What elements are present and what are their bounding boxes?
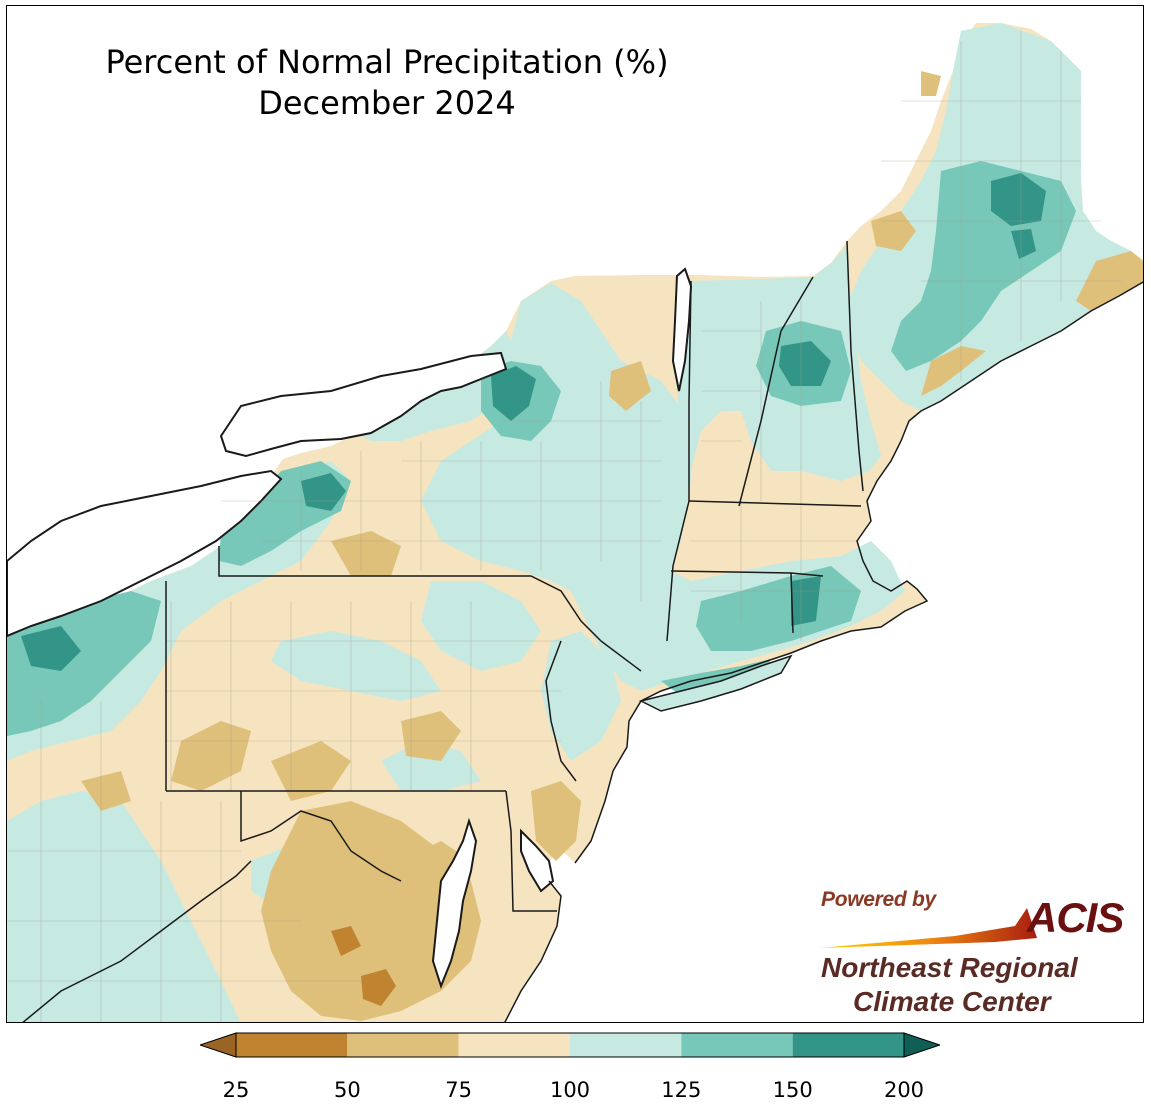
- ma-north-border: [688, 500, 862, 507]
- water-bodies: [7, 267, 693, 989]
- acis-swoosh-icon: [819, 908, 1037, 948]
- colorbar-tick-label: 75: [445, 1078, 473, 1102]
- colorbar-outline: [235, 1032, 905, 1058]
- colorbar-bin: [681, 1033, 793, 1057]
- colorbar-tick-label: 150: [772, 1078, 813, 1102]
- wet-areas-150-200: [21, 173, 1046, 671]
- wv-md-border: [240, 791, 402, 882]
- ny-ct-border: [666, 500, 690, 642]
- colorbar-tick-label: 125: [661, 1078, 702, 1102]
- precipitation-map: [7, 23, 1143, 1022]
- county-lines: [7, 31, 1121, 1022]
- nrcc-acis-logo: Powered by ACIS Northeast Regional Clima…: [815, 886, 1135, 1017]
- wv-va-border: [22, 860, 252, 1022]
- state-borders: [22, 240, 864, 1022]
- map-title: Percent of Normal Precipitation (%): [105, 43, 669, 81]
- nj-border: [545, 640, 642, 782]
- org-name-line1: Northeast Regional: [821, 952, 1078, 983]
- vt-nh-border: [738, 276, 814, 507]
- md-de-border: [505, 790, 557, 912]
- acis-text: ACIS: [1027, 894, 1124, 941]
- powered-by-text: Powered by: [821, 888, 936, 911]
- chesapeake-bay: [431, 817, 478, 989]
- colorbar-tick-label: 100: [549, 1078, 591, 1102]
- colorbar-tick-label: 50: [333, 1078, 361, 1102]
- coastline: [504, 281, 1143, 1022]
- colorbar-bin: [458, 1033, 570, 1057]
- ny-pa-border: [218, 546, 602, 642]
- colorbar-bin: [347, 1033, 459, 1057]
- lake-ontario: [219, 351, 508, 458]
- colorbar-bin: [236, 1033, 348, 1057]
- colorbar-bin: [570, 1033, 682, 1057]
- colorbar-bin: [792, 1033, 904, 1057]
- colorbar-tick-label: 25: [222, 1078, 250, 1102]
- org-name-line2: Climate Center: [853, 986, 1051, 1017]
- dry-areas-25-50: [331, 926, 396, 1006]
- nh-me-border: [846, 240, 864, 492]
- long-island: [638, 654, 793, 712]
- delaware-bay: [520, 828, 555, 893]
- colorbar-legend: [200, 1032, 940, 1058]
- colorbar-tick-label: 200: [883, 1078, 925, 1102]
- map-frame: Percent of Normal Precipitation (%) Dece…: [6, 5, 1144, 1023]
- lake-champlain: [671, 267, 693, 392]
- ny-vt-border: [688, 280, 692, 501]
- map-subtitle: December 2024: [258, 84, 516, 122]
- ri-border: [790, 572, 794, 634]
- colorbar-under-arrow: [200, 1032, 237, 1058]
- colorbar-over-arrow: [903, 1032, 940, 1058]
